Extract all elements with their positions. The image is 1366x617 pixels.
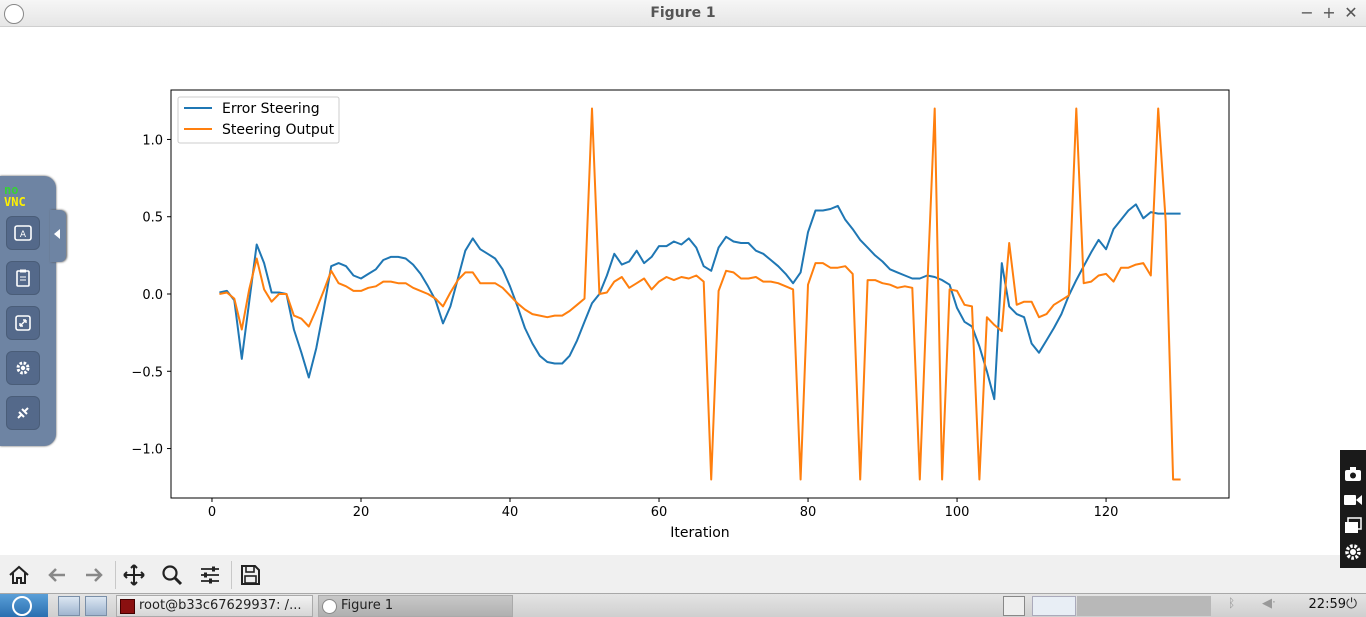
axes-frame [170,89,1230,499]
legend-label-error-steering: Error Steering [222,101,320,117]
arrow-right-icon [86,568,103,582]
toolbar-separator [231,561,232,589]
x-axis-label: Iteration [670,525,729,541]
x-tick-label: 0 [208,505,216,520]
legend: Error Steering Steering Output [177,96,340,144]
magnifier-icon [162,565,183,586]
line-chart: 0 20 40 60 80 100 120 −1.0 −0.5 0.0 0.5 1.0 Iterati… [131,89,1230,541]
power-icon[interactable]: ⏻ [1346,596,1358,612]
settings-gear-icon[interactable] [6,351,40,385]
task-figure-1-label: Figure 1 [341,598,394,613]
x-tick-label: 100 [945,505,970,520]
close-icon[interactable]: ✕ [1344,3,1358,22]
legend-box [177,96,340,144]
chevron-left-icon [54,229,60,239]
figure-canvas[interactable]: 0 20 40 60 80 100 120 −1.0 −0.5 0.0 0.5 1.0 Iterati… [0,27,1366,555]
window-titlebar: Figure 1 − + ✕ [0,0,1366,27]
taskbar: root@b33c67629937: /... Figure 1 ᛒ ◀ᐧ 22… [0,593,1366,617]
matplotlib-icon[interactable] [1032,596,1076,616]
floppy-disk-icon [241,565,260,585]
bluetooth-icon[interactable]: ᛒ [1228,596,1236,610]
video-camera-icon[interactable] [1343,490,1363,510]
desktop-icon[interactable] [85,596,107,616]
task-terminal-label: root@b33c67629937: /... [139,598,302,613]
task-figure-1[interactable]: Figure 1 [318,595,513,617]
configure-subplots-button[interactable] [196,561,224,589]
windows-icon[interactable] [1343,516,1363,536]
x-tick-label: 20 [353,505,370,520]
disconnect-icon[interactable] [6,396,40,430]
legend-label-steering-output: Steering Output [222,122,335,138]
keyboard-icon[interactable]: A [6,216,40,250]
fullscreen-icon[interactable] [6,306,40,340]
window-list-icon[interactable] [1003,596,1025,616]
workspace-pager[interactable] [1077,596,1211,616]
start-menu-button[interactable] [0,594,48,617]
sliders-icon [201,566,219,584]
x-tick-label: 60 [651,505,668,520]
y-tick-label: 1.0 [142,133,163,148]
volume-icon[interactable]: ◀ᐧ [1262,596,1276,611]
clipboard-icon[interactable] [6,261,40,295]
forward-button[interactable] [80,561,108,589]
task-terminal[interactable]: root@b33c67629937: /... [116,595,313,617]
minimize-icon[interactable]: − [1300,3,1314,22]
zoom-button[interactable] [158,561,186,589]
home-icon [9,565,29,584]
save-button[interactable] [236,561,264,589]
series-line-steering-output [219,107,1181,481]
svg-text:A: A [20,230,27,240]
file-manager-icon[interactable] [58,596,80,616]
y-tick-label: −0.5 [131,365,163,380]
x-tick-label: 80 [800,505,817,520]
matplotlib-icon [322,599,337,614]
side-panel [1340,450,1366,568]
y-tick-label: 0.0 [142,288,163,303]
novnc-collapse-handle[interactable] [50,210,66,262]
camera-icon[interactable] [1343,464,1363,484]
x-tick-label: 40 [502,505,519,520]
y-tick-label: −1.0 [131,443,163,458]
clock: 22:59 [1308,597,1346,612]
window-title: Figure 1 [650,5,716,21]
move-icon [123,564,145,586]
terminal-icon [120,599,135,614]
start-icon [12,596,32,616]
matplotlib-toolbar [0,555,1366,593]
home-button[interactable] [5,561,33,589]
pan-button[interactable] [120,561,148,589]
novnc-logo: no VNC [4,183,26,209]
matplotlib-icon [4,4,24,24]
back-button[interactable] [43,561,71,589]
y-tick-label: 0.5 [142,211,163,226]
arrow-left-icon [48,568,65,582]
series-line-error-steering [219,203,1181,401]
x-tick-label: 120 [1094,505,1119,520]
novnc-control-bar: no VNC A [0,176,56,446]
toolbar-separator [115,561,116,589]
gear-icon[interactable] [1343,542,1363,562]
maximize-icon[interactable]: + [1322,3,1336,22]
